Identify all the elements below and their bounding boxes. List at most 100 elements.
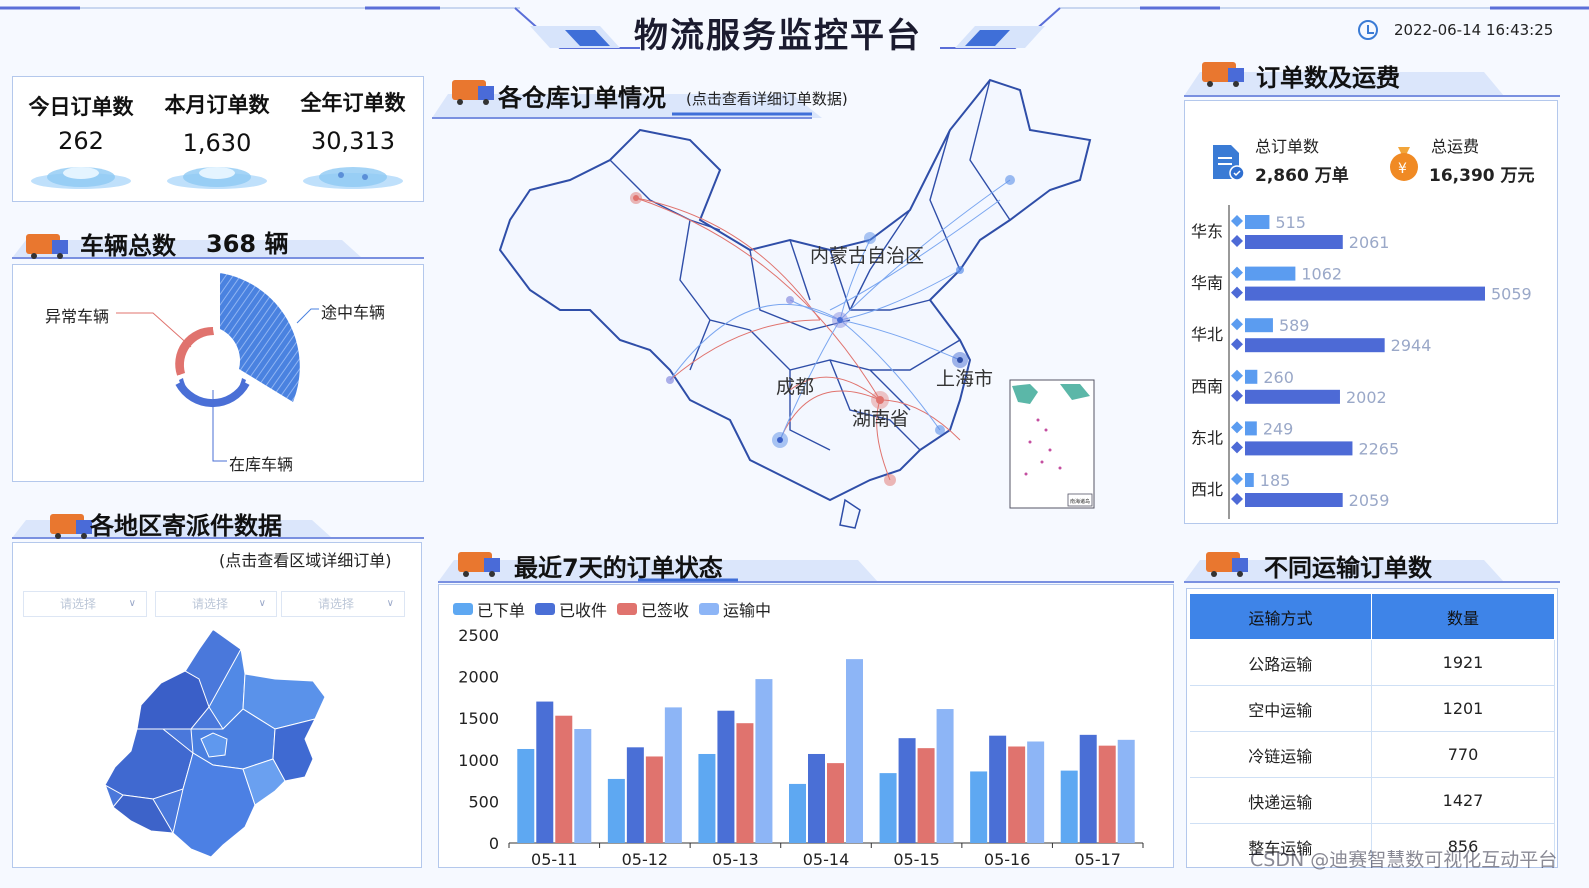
bar-05-12-0[interactable]	[607, 778, 625, 843]
transport-count: 1921	[1371, 639, 1555, 686]
legend-in-transit[interactable]: 运输中	[699, 597, 771, 621]
bar-05-14-3[interactable]	[846, 659, 863, 843]
bar-marker-华东-0	[1231, 215, 1243, 227]
district-select[interactable]: 请选择 ∨	[281, 591, 405, 617]
bar-05-12-1[interactable]	[626, 747, 644, 843]
bar-05-16-1[interactable]	[989, 735, 1007, 843]
transport-panel: 运输方式 数量 公路运输 1921 空中运输 1201 冷链运输 770 快递运输 14…	[1186, 588, 1558, 868]
bar-05-15-3[interactable]	[936, 709, 954, 843]
bar-value-label: 1062	[1301, 265, 1342, 284]
bar-05-15-0[interactable]	[879, 773, 897, 843]
bar-华南-0[interactable]	[1245, 266, 1296, 281]
bar-05-13-2[interactable]	[736, 723, 754, 843]
map-label-inner-mongolia: 内蒙古自治区	[810, 245, 924, 267]
bar-05-11-0[interactable]	[517, 748, 535, 843]
transport-type: 快递运输	[1189, 777, 1372, 824]
bar-05-14-1[interactable]	[808, 753, 825, 843]
bar-05-15-2[interactable]	[917, 748, 935, 843]
in-stock-label: 在库车辆	[229, 455, 294, 474]
table-row[interactable]: 公路运输 1921	[1189, 639, 1555, 686]
region-label: 华东	[1191, 222, 1223, 241]
legend-signed[interactable]: 已签收	[617, 597, 689, 621]
fees-panel: 总订单数 2,860 万单 ¥ 总运费 16,390 万元 华东 515 2061 华…	[1184, 100, 1558, 524]
bar-marker-华南-0	[1231, 266, 1243, 279]
transport-table: 运输方式 数量 公路运输 1921 空中运输 1201 冷链运输 770 快递运输 14…	[1189, 593, 1555, 867]
total-orders-label: 总订单数	[1255, 137, 1320, 156]
table-row[interactable]: 空中运输 1201	[1189, 685, 1555, 732]
recent-orders-title: 最近7天的订单状态	[514, 554, 723, 582]
warehouse-title-bar	[432, 80, 822, 119]
today-orders-label: 今日订单数	[28, 95, 134, 119]
province-select[interactable]: 请选择 ∨	[23, 591, 147, 617]
bar-05-16-3[interactable]	[1027, 741, 1045, 843]
bar-marker-西南-0	[1231, 369, 1243, 382]
bar-西南-0[interactable]	[1245, 369, 1258, 384]
bar-05-13-1[interactable]	[717, 710, 735, 843]
region-orders-fees-chart: 华东 515 2061 华南 1062 5059 华北 589 2944 西南 260 2002 东北 2…	[1191, 205, 1532, 519]
bar-华东-0[interactable]	[1245, 215, 1270, 229]
transport-count: 1201	[1371, 685, 1555, 732]
legend-placed[interactable]: 已下单	[453, 597, 525, 621]
column-header[interactable]: 数量	[1371, 593, 1555, 640]
regional-panel: (点击查看区域详细订单) 请选择 ∨ 请选择 ∨ 请选择 ∨	[12, 542, 422, 868]
bar-value-label: 249	[1263, 419, 1294, 438]
bar-05-14-2[interactable]	[827, 763, 844, 843]
bar-05-14-0[interactable]	[789, 783, 806, 843]
bar-05-16-2[interactable]	[1008, 746, 1026, 843]
bar-西北-0[interactable]	[1245, 473, 1254, 487]
watermark: CSDN @迪赛智慧数可视化互动平台	[1250, 849, 1558, 871]
bar-marker-华东-1	[1231, 235, 1243, 247]
bar-05-17-1[interactable]	[1079, 734, 1097, 843]
bar-西南-1[interactable]	[1245, 389, 1340, 404]
bar-05-13-3[interactable]	[755, 679, 773, 843]
bar-东北-0[interactable]	[1245, 421, 1257, 436]
regional-subtitle[interactable]: (点击查看区域详细订单)	[219, 551, 392, 570]
regional-title-bar	[12, 514, 424, 539]
bar-华北-0[interactable]	[1245, 318, 1273, 333]
warehouse-subtitle[interactable]: (点击查看详细订单数据)	[686, 90, 848, 108]
bar-东北-1[interactable]	[1245, 441, 1353, 456]
bar-华北-1[interactable]	[1245, 338, 1385, 353]
map-label-hunan: 湖南省	[852, 408, 909, 430]
bar-value-label: 2265	[1358, 439, 1399, 458]
bar-05-12-2[interactable]	[645, 756, 663, 843]
table-row[interactable]: 冷链运输 770	[1189, 731, 1555, 778]
bar-05-11-2[interactable]	[555, 715, 573, 843]
bar-华南-1[interactable]	[1245, 286, 1485, 301]
total-orders-value: 2,860 万单	[1255, 166, 1349, 186]
bar-西北-1[interactable]	[1245, 493, 1343, 507]
recent-orders-panel: 已下单 已收件 已签收 运输中 0 500 1000 1500 2000 2500 05-1…	[438, 584, 1174, 869]
bar-05-16-0[interactable]	[970, 771, 988, 843]
city-select[interactable]: 请选择 ∨	[155, 591, 277, 617]
bar-05-11-3[interactable]	[574, 729, 592, 843]
bar-05-13-0[interactable]	[698, 753, 716, 843]
bar-value-label: 185	[1260, 471, 1291, 490]
china-map[interactable]: 内蒙古自治区 上海市 成都 湖南省 南海诸岛	[490, 70, 1110, 540]
vehicles-total: 368 辆	[206, 230, 289, 258]
regional-title: 各地区寄派件数据	[90, 512, 282, 540]
bar-05-11-1[interactable]	[536, 701, 554, 843]
bar-marker-华南-1	[1231, 286, 1243, 299]
bar-value-label: 515	[1275, 213, 1306, 232]
month-orders-value: 1,630	[182, 129, 252, 157]
legend-collected[interactable]: 已收件	[535, 597, 607, 621]
year-orders-label: 全年订单数	[300, 91, 406, 115]
table-row[interactable]: 快递运输 1427	[1189, 777, 1555, 824]
chevron-down-icon: ∨	[386, 598, 394, 609]
bar-05-17-2[interactable]	[1098, 745, 1116, 843]
bar-05-17-3[interactable]	[1117, 739, 1135, 843]
column-header[interactable]: 运输方式	[1189, 593, 1372, 640]
bar-05-15-1[interactable]	[898, 738, 916, 843]
warehouse-points[interactable]	[630, 175, 1015, 486]
transport-title: 不同运输订单数	[1264, 554, 1432, 582]
bar-marker-华北-0	[1231, 318, 1243, 331]
x-tick-label: 05-13	[712, 850, 759, 869]
table-row[interactable]: 整车运输 856	[1189, 823, 1555, 867]
bar-华东-1[interactable]	[1245, 235, 1343, 249]
region-label: 华北	[1191, 325, 1223, 344]
region-label: 东北	[1191, 428, 1223, 447]
pedestal-glow-icon	[167, 167, 267, 189]
district-map[interactable]	[13, 619, 423, 869]
bar-05-12-3[interactable]	[664, 707, 682, 843]
bar-05-17-0[interactable]	[1060, 770, 1078, 843]
